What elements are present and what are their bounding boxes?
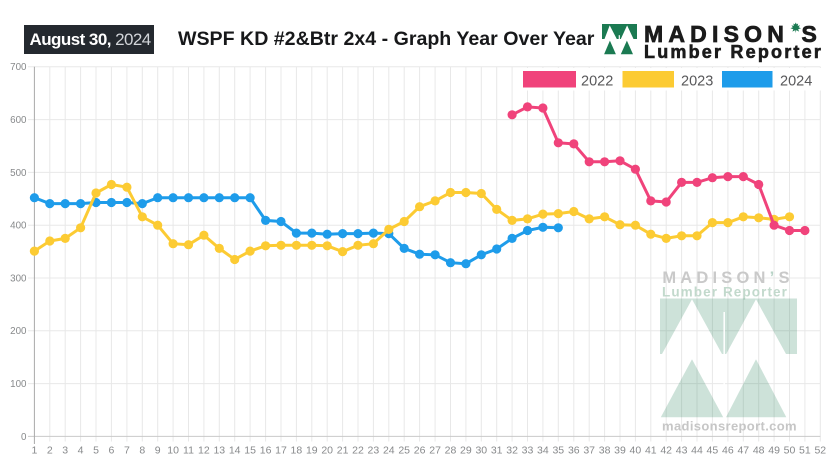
svg-text:52: 52 (814, 445, 826, 457)
svg-text:700: 700 (10, 62, 27, 73)
svg-text:12: 12 (198, 445, 210, 457)
svg-text:25: 25 (398, 445, 410, 457)
svg-text:500: 500 (10, 168, 27, 179)
svg-text:32: 32 (506, 445, 518, 457)
svg-text:4: 4 (78, 445, 84, 457)
svg-text:17: 17 (275, 445, 287, 457)
svg-text:11: 11 (183, 445, 194, 457)
svg-text:2023: 2023 (681, 74, 713, 90)
svg-text:41: 41 (645, 445, 657, 457)
svg-text:0: 0 (21, 432, 27, 443)
svg-text:13: 13 (213, 445, 225, 457)
svg-text:26: 26 (414, 445, 426, 457)
svg-text:2022: 2022 (581, 74, 613, 90)
svg-text:20: 20 (321, 445, 333, 457)
svg-text:36: 36 (568, 445, 580, 457)
svg-text:10: 10 (167, 445, 179, 457)
svg-text:1: 1 (31, 445, 37, 457)
svg-text:5: 5 (93, 445, 99, 457)
svg-text:38: 38 (599, 445, 611, 457)
svg-text:23: 23 (368, 445, 380, 457)
svg-text:39: 39 (614, 445, 626, 457)
svg-text:19: 19 (306, 445, 318, 457)
svg-text:50: 50 (784, 445, 796, 457)
svg-text:8: 8 (139, 445, 145, 457)
svg-text:34: 34 (537, 445, 549, 457)
svg-text:43: 43 (676, 445, 688, 457)
svg-text:400: 400 (10, 221, 27, 232)
svg-text:6: 6 (108, 445, 114, 457)
svg-text:madisonsreport.com: madisonsreport.com (662, 419, 797, 434)
svg-text:MADISON’S: MADISON’S (662, 269, 793, 287)
svg-text:45: 45 (707, 445, 719, 457)
svg-text:2: 2 (47, 445, 53, 457)
svg-text:48: 48 (753, 445, 765, 457)
svg-text:14: 14 (229, 445, 241, 457)
svg-text:21: 21 (337, 445, 349, 457)
svg-text:15: 15 (244, 445, 256, 457)
svg-text:30: 30 (475, 445, 487, 457)
svg-text:2024: 2024 (780, 74, 812, 90)
svg-text:200: 200 (10, 326, 27, 337)
svg-text:16: 16 (260, 445, 272, 457)
svg-text:31: 31 (491, 445, 503, 457)
svg-text:600: 600 (10, 115, 27, 126)
svg-text:49: 49 (768, 445, 780, 457)
svg-text:Lumber Reporter: Lumber Reporter (662, 285, 788, 300)
svg-text:42: 42 (660, 445, 672, 457)
svg-text:300: 300 (10, 273, 27, 284)
svg-text:44: 44 (691, 445, 703, 457)
svg-text:22: 22 (352, 445, 364, 457)
svg-text:35: 35 (552, 445, 564, 457)
svg-text:47: 47 (737, 445, 749, 457)
svg-text:28: 28 (445, 445, 457, 457)
svg-text:7: 7 (124, 445, 130, 457)
svg-text:37: 37 (583, 445, 595, 457)
svg-text:33: 33 (522, 445, 534, 457)
svg-text:29: 29 (460, 445, 472, 457)
svg-text:51: 51 (799, 445, 811, 457)
svg-text:18: 18 (291, 445, 303, 457)
svg-text:100: 100 (10, 379, 27, 390)
svg-text:9: 9 (155, 445, 161, 457)
svg-text:46: 46 (722, 445, 734, 457)
svg-text:24: 24 (383, 445, 395, 457)
svg-text:3: 3 (62, 445, 68, 457)
svg-text:40: 40 (630, 445, 642, 457)
svg-text:27: 27 (429, 445, 441, 457)
